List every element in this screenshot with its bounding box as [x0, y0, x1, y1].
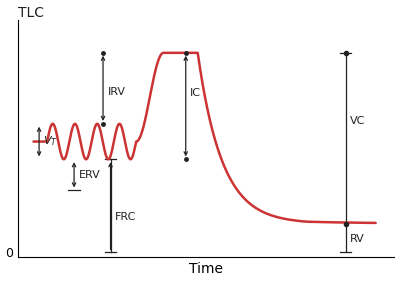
Text: RV: RV: [350, 234, 365, 244]
Text: IC: IC: [190, 88, 201, 98]
Text: IRV: IRV: [108, 87, 126, 97]
Text: $V_T$: $V_T$: [43, 135, 58, 148]
Text: TLC: TLC: [18, 6, 44, 19]
Text: VC: VC: [350, 116, 366, 126]
Text: ERV: ERV: [78, 170, 100, 180]
Text: FRC: FRC: [115, 212, 136, 222]
X-axis label: Time: Time: [190, 263, 224, 276]
